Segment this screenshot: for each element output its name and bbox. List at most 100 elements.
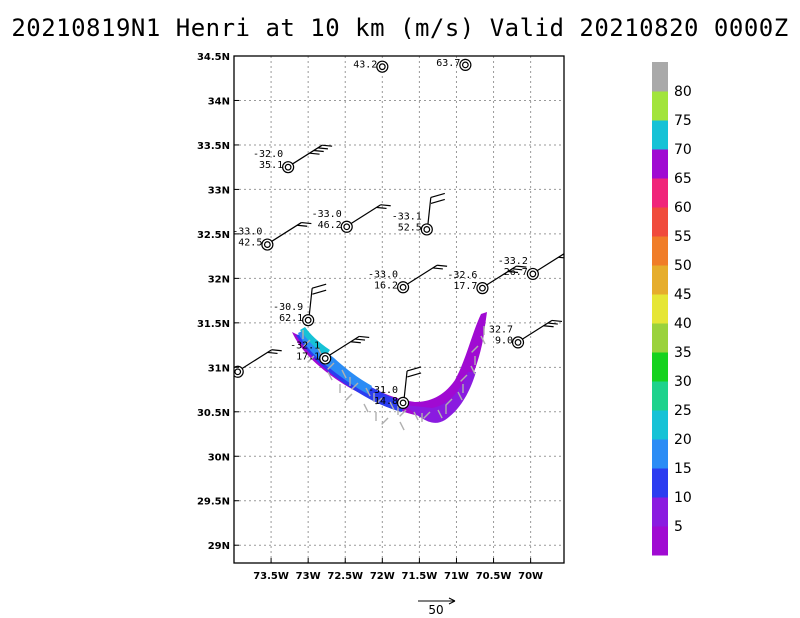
colorbar-label: 60 — [674, 200, 692, 216]
colorbar-label: 75 — [674, 113, 692, 129]
barb-feather — [437, 264, 448, 267]
swath-vector — [303, 339, 311, 347]
station: -32.617.7 — [447, 265, 527, 295]
barb-feather — [406, 366, 422, 372]
station-inner-ring — [343, 223, 351, 231]
swath-vector — [375, 397, 383, 405]
station: -32.843.2 — [347, 56, 389, 73]
colorbar-label: 65 — [674, 171, 692, 187]
barb-staff — [350, 204, 382, 225]
station-temperature: -33.2 — [498, 256, 528, 267]
lat-tick-label: 33.5N — [197, 141, 230, 152]
colorbar: 5 10 15 20 25 30 35 40 45 50 55 60 65 70 75 80 — [652, 62, 692, 556]
colorbar-swatch — [652, 91, 668, 121]
lat-tick-label: 34N — [208, 96, 230, 107]
map-title: 20210819N1 Henri at 10 km (m/s) Valid 20… — [11, 14, 789, 42]
colorbar-swatch — [652, 381, 668, 411]
colorbar-swatch — [652, 410, 668, 440]
lon-tick-label: 73.5W — [253, 571, 289, 582]
colorbar-swatch — [652, 149, 668, 179]
swath-vector — [460, 374, 468, 382]
swath-vector — [471, 345, 479, 353]
colorbar-label: 5 — [674, 519, 683, 535]
station-inner-ring — [321, 355, 329, 362]
station: -30.962.1 — [273, 283, 327, 327]
barb-staff — [536, 253, 564, 272]
barb-feather — [543, 325, 554, 328]
station-ring — [282, 161, 295, 174]
station: -33.016.2 — [368, 264, 448, 294]
swath-vector — [445, 398, 453, 406]
lat-tick-label: 32.5N — [197, 230, 230, 241]
barb-feather — [297, 224, 308, 227]
station-inner-ring — [399, 399, 407, 407]
barb-feather — [313, 149, 324, 153]
reference-vector-label: 50 — [428, 603, 443, 617]
colorbar-label: 55 — [674, 229, 692, 245]
station-inner-ring — [234, 368, 242, 376]
station-inner-ring — [263, 241, 271, 248]
barb-feather — [430, 198, 445, 205]
station-ring — [459, 58, 472, 71]
swath-vector — [363, 403, 369, 413]
colorbar-swatch — [652, 207, 668, 237]
colorbar-swatch — [652, 352, 668, 382]
station: -33.226.7 — [498, 252, 577, 281]
colorbar-swatch — [652, 62, 668, 92]
swath-vector — [470, 365, 476, 375]
swath-vector — [327, 362, 335, 370]
station-temperature: -33.0 — [232, 227, 262, 238]
colorbar-label: 20 — [674, 432, 692, 448]
lat-tick-label: 33N — [208, 185, 230, 196]
swath-vector — [381, 417, 389, 425]
lat-tick-label: 34.5N — [197, 52, 230, 63]
station: -32.117.1 — [290, 335, 370, 365]
swath-vector — [413, 411, 419, 421]
barb-feather — [317, 147, 328, 150]
colorbar-label: 15 — [674, 461, 692, 477]
station-inner-ring — [284, 163, 292, 171]
reference-arrowhead — [448, 597, 456, 605]
lat-tick-label: 31N — [208, 363, 230, 374]
barb-staff — [427, 197, 432, 226]
station: -32.035.1 — [253, 144, 333, 174]
barb-feather — [267, 351, 278, 355]
station-value: 63.7 — [436, 58, 460, 69]
barb-feather — [376, 206, 387, 210]
station: -31.014.8 — [368, 366, 422, 409]
station-inner-ring — [399, 283, 407, 291]
barb-feather — [312, 289, 327, 295]
swath-vector — [389, 401, 395, 411]
swath-vector — [399, 409, 407, 417]
station-inner-ring — [378, 63, 386, 71]
lon-tick-label: 70W — [518, 571, 543, 582]
station-ring — [340, 220, 353, 233]
swath-vector — [457, 391, 463, 401]
station-value: 62.1 — [279, 313, 303, 324]
grid-lines — [234, 55, 564, 563]
station — [234, 349, 282, 378]
lon-tick-label: 71.5W — [402, 571, 438, 582]
swath-vector — [437, 409, 443, 419]
barb-feather — [551, 319, 563, 323]
colorbar-swatch — [652, 497, 668, 527]
swath-vector — [365, 387, 371, 397]
colorbar-label: 35 — [674, 345, 692, 361]
station-layer: -32.843.2-33.463.7-32.035.1-33.046.2-33.… — [232, 56, 577, 409]
station-ring — [396, 281, 410, 294]
swath-vectors — [302, 326, 486, 431]
reference-vector: 50 — [418, 597, 456, 617]
colorbar-swatch — [652, 120, 668, 150]
swath-vector — [480, 335, 486, 345]
barb-staff — [406, 264, 438, 285]
barb-feather — [350, 341, 361, 344]
barb-feather — [567, 252, 577, 253]
swath-vector — [341, 369, 347, 379]
station-temperature: -33.1 — [392, 211, 422, 222]
plot-frame — [233, 55, 565, 564]
barb-feather — [322, 144, 333, 147]
axis-labels: 73.5W 73W 72.5W 72W 71.5W 71W 70.5W 70W 29N 29.5N… — [197, 52, 543, 582]
station-value: 35.1 — [259, 160, 283, 171]
station-temperature: -31.0 — [368, 385, 398, 396]
